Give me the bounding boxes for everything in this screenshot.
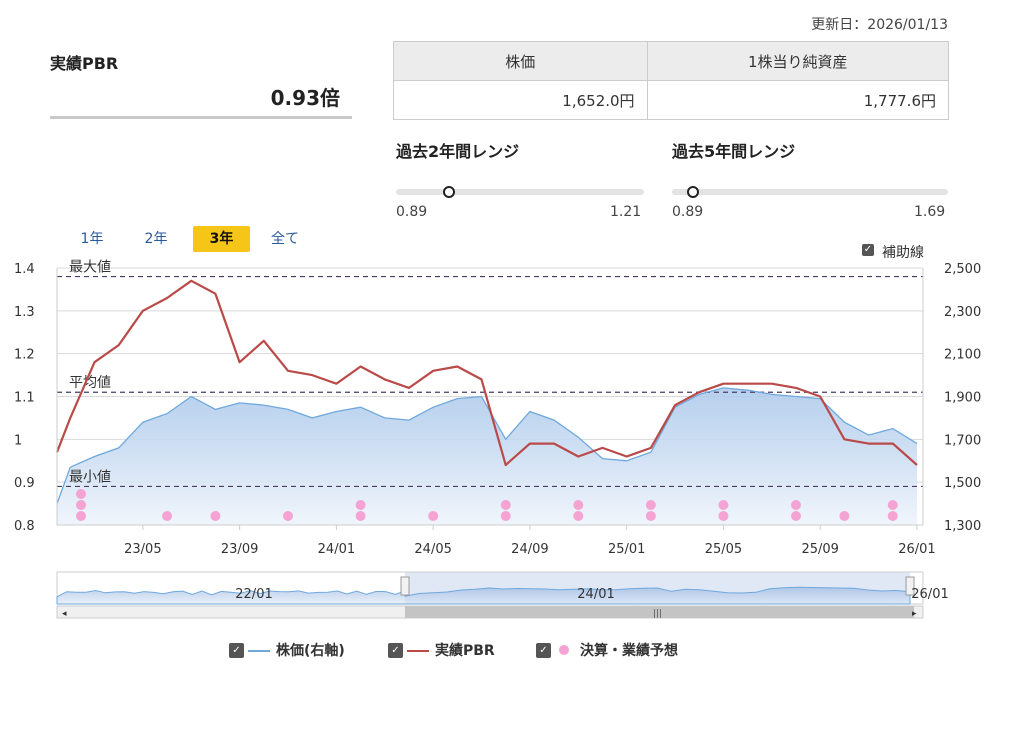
- legend-price-label: 株価(右軸): [276, 643, 345, 659]
- legend-price-swatch: [248, 650, 270, 652]
- earnings-marker: [645, 511, 656, 521]
- y-right-tick-label: 1,500: [944, 476, 981, 491]
- legend-pbr-label: 実績PBR: [435, 643, 495, 659]
- earnings-marker: [355, 500, 366, 510]
- earnings-marker: [283, 511, 294, 521]
- x-tick-label: 23/09: [221, 542, 258, 557]
- earnings-marker: [76, 500, 86, 510]
- y-right-tick-label: 1,700: [944, 433, 981, 448]
- x-tick-label: 25/05: [705, 542, 742, 557]
- pbr-value: 0.93倍: [270, 86, 340, 110]
- price-table: 株価 1株当り純資産 1,652.0円 1,777.6円: [393, 41, 950, 120]
- legend-earnings-checkbox[interactable]: ✓: [536, 643, 551, 658]
- earnings-marker: [645, 500, 656, 510]
- x-tick-label: 25/01: [608, 542, 645, 557]
- price-header: 株価: [393, 41, 648, 81]
- earnings-marker: [887, 511, 898, 521]
- y-right-tick-label: 1,300: [944, 519, 981, 534]
- scroll-left-arrow: ◂: [62, 609, 67, 619]
- reference-line-label: 最大値: [69, 260, 111, 276]
- range-2y-min: 0.89: [396, 204, 428, 220]
- legend-earnings-swatch: [559, 645, 569, 655]
- updated-date: 更新日：2026/01/13: [811, 17, 948, 33]
- earnings-marker: [210, 511, 221, 521]
- earnings-marker: [76, 489, 86, 499]
- navigator-series: [56, 586, 911, 605]
- earnings-marker: [573, 511, 584, 521]
- bps-header: 1株当り純資産: [646, 41, 950, 81]
- reference-line-label: 最小値: [69, 469, 111, 485]
- y-left-tick-label: 0.9: [14, 476, 35, 491]
- earnings-marker: [500, 511, 511, 521]
- y-left-tick-label: 1.2: [14, 348, 35, 363]
- legend-earnings-label: 決算・業績予想: [580, 643, 678, 659]
- range-2y-track: [396, 189, 644, 195]
- period-all-button[interactable]: 全て: [271, 231, 299, 247]
- range-5y-marker: [687, 186, 700, 198]
- navigator-handle-right: [905, 576, 915, 596]
- range-5y-max: 1.69: [914, 204, 946, 220]
- y-right-tick-label: 2,100: [944, 348, 981, 363]
- earnings-marker: [791, 511, 802, 521]
- earnings-marker: [355, 511, 366, 521]
- earnings-marker: [791, 500, 802, 510]
- price-area: [57, 387, 917, 525]
- pbr-label: 実績PBR: [50, 54, 119, 73]
- period-3y-button[interactable]: 3年: [193, 226, 250, 252]
- scrollbar-thumb: [405, 606, 914, 618]
- legend-pbr-swatch: [407, 650, 429, 652]
- y-left-tick-label: 1: [14, 433, 22, 448]
- navigator-tick-label: 26/01: [911, 587, 948, 602]
- x-tick-label: 25/09: [801, 542, 838, 557]
- price-value: 1,652.0円: [393, 80, 648, 120]
- x-tick-label: 23/05: [124, 542, 161, 557]
- scroll-right-arrow: ▸: [912, 609, 917, 619]
- earnings-marker: [500, 500, 511, 510]
- y-right-tick-label: 1,900: [944, 391, 981, 406]
- earnings-marker: [573, 500, 584, 510]
- range-2y-title: 過去2年間レンジ: [396, 142, 520, 161]
- x-tick-label: 26/01: [898, 542, 935, 557]
- earnings-marker: [887, 500, 898, 510]
- y-left-tick-label: 1.1: [14, 391, 35, 406]
- legend-pbr-checkbox[interactable]: ✓: [388, 643, 403, 658]
- range-5y-track: [672, 189, 948, 195]
- earnings-marker: [718, 511, 729, 521]
- reference-line-label: 平均値: [69, 375, 111, 391]
- earnings-marker: [428, 511, 439, 521]
- price-line: [56, 387, 918, 504]
- bps-value: 1,777.6円: [646, 80, 950, 120]
- range-2y-marker: [442, 186, 455, 198]
- y-left-tick-label: 1.3: [14, 305, 35, 320]
- y-right-tick-label: 2,500: [944, 262, 981, 277]
- aux-lines-checkbox[interactable]: ✓: [862, 244, 874, 256]
- earnings-marker: [76, 511, 86, 521]
- x-tick-label: 24/09: [511, 542, 548, 557]
- pbr-line: [55, 279, 918, 467]
- y-left-tick-label: 0.8: [14, 519, 35, 534]
- navigator-tick-label: 22/01: [235, 587, 272, 602]
- y-left-tick-label: 1.4: [14, 262, 35, 277]
- legend-price-checkbox[interactable]: ✓: [229, 643, 244, 658]
- y-right-tick-label: 2,300: [944, 305, 981, 320]
- aux-lines-label: 補助線: [882, 245, 924, 261]
- range-5y-min: 0.89: [672, 204, 704, 220]
- period-2y-button[interactable]: 2年: [144, 231, 168, 247]
- period-1y-button[interactable]: 1年: [80, 231, 104, 247]
- range-5y-title: 過去5年間レンジ: [672, 142, 796, 161]
- earnings-marker: [718, 500, 729, 510]
- navigator-handle-left: [400, 576, 410, 596]
- earnings-marker: [839, 511, 850, 521]
- scrollbar-grip: |||: [653, 609, 662, 619]
- x-tick-label: 24/01: [318, 542, 355, 557]
- earnings-marker: [162, 511, 173, 521]
- pbr-summary: 実績PBR 0.93倍: [50, 44, 352, 119]
- navigator-tick-label: 24/01: [577, 587, 614, 602]
- x-tick-label: 24/05: [414, 542, 451, 557]
- range-2y-max: 1.21: [610, 204, 642, 220]
